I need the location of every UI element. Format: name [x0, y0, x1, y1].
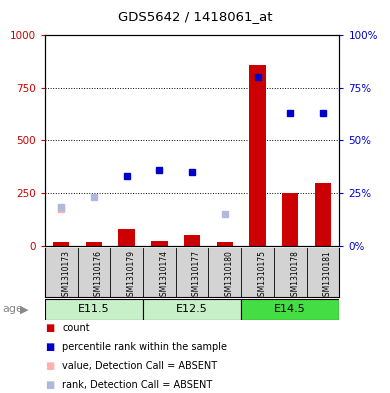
Bar — [45, 299, 143, 320]
Text: E12.5: E12.5 — [176, 305, 208, 314]
Text: GSM1310177: GSM1310177 — [192, 250, 201, 301]
Bar — [86, 242, 102, 246]
Text: GSM1310179: GSM1310179 — [127, 250, 136, 301]
Bar — [53, 242, 69, 246]
Text: GSM1310181: GSM1310181 — [323, 250, 332, 301]
Text: percentile rank within the sample: percentile rank within the sample — [62, 342, 227, 352]
Text: GSM1310175: GSM1310175 — [257, 250, 266, 301]
Text: GSM1310178: GSM1310178 — [290, 250, 299, 301]
Bar — [151, 241, 168, 246]
Text: value, Detection Call = ABSENT: value, Detection Call = ABSENT — [62, 361, 218, 371]
Text: GSM1310176: GSM1310176 — [94, 250, 103, 301]
Text: GSM1310174: GSM1310174 — [160, 250, 168, 301]
Text: rank, Detection Call = ABSENT: rank, Detection Call = ABSENT — [62, 380, 213, 390]
Text: GDS5642 / 1418061_at: GDS5642 / 1418061_at — [118, 10, 272, 23]
Bar — [184, 235, 200, 246]
Bar — [143, 299, 241, 320]
Text: GSM1310180: GSM1310180 — [225, 250, 234, 301]
Text: age: age — [2, 305, 23, 314]
Text: ■: ■ — [45, 323, 54, 333]
Text: E11.5: E11.5 — [78, 305, 110, 314]
Bar — [119, 229, 135, 246]
Text: E14.5: E14.5 — [274, 305, 306, 314]
Bar — [249, 65, 266, 246]
Text: ▶: ▶ — [20, 305, 29, 314]
Text: GSM1310173: GSM1310173 — [61, 250, 70, 301]
Bar — [315, 182, 331, 246]
Bar — [282, 193, 298, 246]
Text: ■: ■ — [45, 361, 54, 371]
Text: ■: ■ — [45, 380, 54, 390]
Text: ■: ■ — [45, 342, 54, 352]
Bar — [241, 299, 339, 320]
Bar — [216, 242, 233, 246]
Text: count: count — [62, 323, 90, 333]
